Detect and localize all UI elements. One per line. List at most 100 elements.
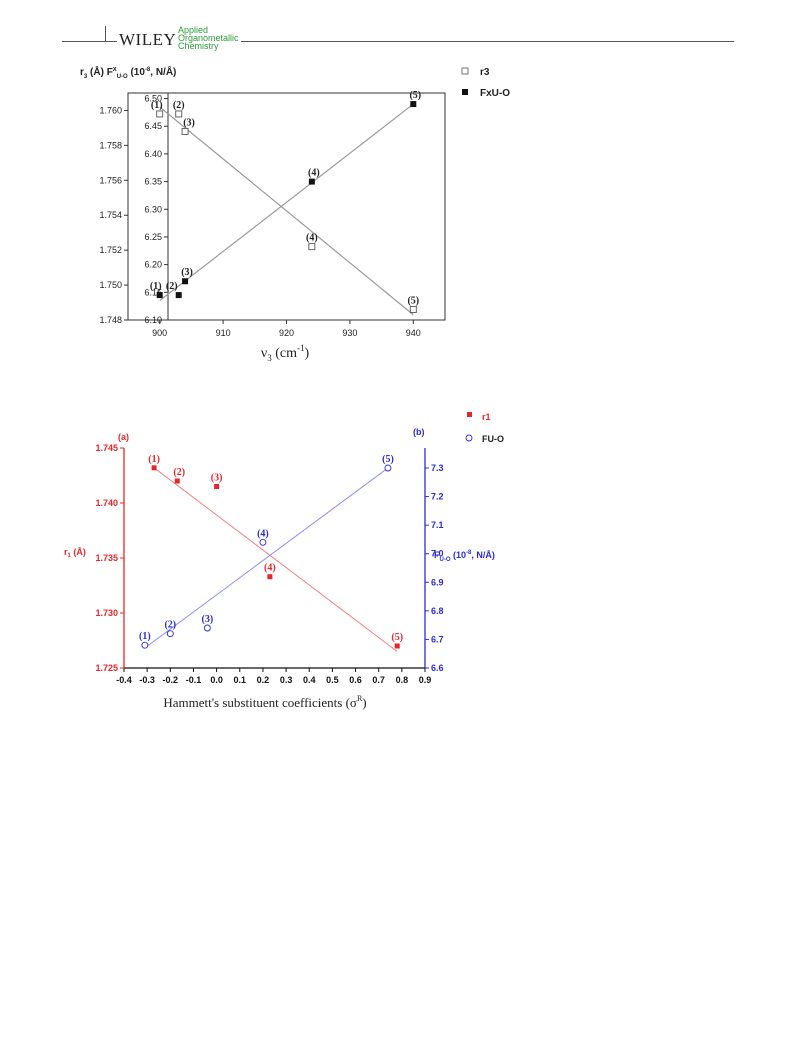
data-point-r3	[175, 110, 183, 118]
point-label: (1)	[139, 631, 151, 642]
point-label: (5)	[382, 454, 394, 465]
journal-line: Organometallic	[178, 33, 239, 43]
data-point-fuo	[203, 624, 211, 632]
fit-line	[153, 467, 398, 652]
x-tick-label: 930	[342, 328, 357, 338]
y-right-tick-label: 6.9	[431, 577, 444, 587]
top-chart: 900 910 920 930 940 1.748 1.750 1.752 1.754 1.756…	[80, 65, 510, 363]
y-right-tick-label: 6.6	[431, 663, 444, 673]
legend-label-fx: FxU-O	[480, 88, 510, 99]
x-tick-label: -0.1	[186, 675, 202, 685]
x-tick-label: 0.0	[210, 675, 223, 685]
y-left-tick-label: 1.758	[99, 140, 122, 150]
x-tick-label: -0.3	[139, 675, 155, 685]
point-label: (3)	[202, 614, 214, 625]
y-right-tick-label: 7.0	[431, 549, 444, 559]
data-point-fuo	[384, 464, 392, 472]
y-left-tick-label: 1.745	[95, 443, 118, 453]
panel-label-b: (b)	[413, 427, 425, 437]
point-label: (1)	[148, 454, 160, 465]
point-label: (1)	[150, 281, 162, 292]
y-right-tick-label: 6.15	[144, 287, 162, 297]
x-tick-label: 910	[216, 328, 231, 338]
x-tick-label: -0.2	[163, 675, 179, 685]
y-right-tick-label: 6.7	[431, 634, 444, 644]
y-left-tick-label: 1.725	[95, 663, 118, 673]
fit-line	[159, 106, 414, 316]
x-tick-label: 0.8	[396, 675, 409, 685]
point-label: (5)	[391, 632, 403, 643]
x-tick-label: 0.5	[326, 675, 339, 685]
legend-label-r1: r1	[482, 412, 491, 422]
y-right-tick-label: 6.20	[144, 260, 162, 270]
y-left-tick-label: 1.754	[99, 210, 122, 220]
y-right-tick-label: 6.50	[144, 94, 162, 104]
x-tick-label: 0.7	[372, 675, 385, 685]
y-right-tick-label: 7.2	[431, 492, 444, 502]
y-left-tick-label: 1.740	[95, 498, 118, 508]
point-label: (3)	[181, 267, 193, 278]
x-tick-label: 0.6	[349, 675, 362, 685]
data-point-fx	[410, 101, 417, 108]
point-label: (2)	[166, 281, 178, 292]
point-label: (5)	[407, 296, 419, 307]
bottom-chart: -0.4 -0.3 -0.2 -0.1 0.0 0.1 0.2 0.3 0.4 0.5 0.6 0.7…	[64, 412, 504, 710]
header-rule	[62, 41, 734, 42]
point-label: (2)	[173, 100, 185, 111]
legend-marker-r3	[461, 67, 469, 75]
journal-line: Applied	[178, 25, 209, 35]
point-label: (4)	[257, 528, 269, 539]
y-left-tick-label: 1.730	[95, 608, 118, 618]
legend-marker-fx	[462, 89, 468, 95]
fit-line	[159, 103, 414, 302]
x-tick-label: 0.9	[419, 675, 432, 685]
x-tick-label: -0.4	[116, 675, 132, 685]
data-point-fuo	[166, 630, 174, 638]
data-point-fuo	[141, 641, 149, 649]
data-point-r1	[174, 478, 180, 484]
top-y-axis-titles: r3 (Å) FxU-O (10-8, N/Å)	[80, 65, 176, 80]
data-point-r1	[267, 574, 273, 580]
data-point-fx	[175, 292, 182, 299]
fit-line	[144, 467, 389, 649]
data-point-r1	[151, 465, 157, 471]
data-point-r1	[214, 484, 220, 489]
point-label: (4)	[306, 233, 318, 244]
bottom-left-y-title: r1 (Å)	[64, 547, 86, 559]
point-label: (2)	[173, 467, 185, 478]
y-right-tick-label: 6.8	[431, 606, 444, 616]
legend-marker-fuo	[465, 434, 473, 442]
data-point-r1	[394, 643, 400, 649]
journal-header: WILEY Applied Organometallic Chemistry	[0, 0, 793, 60]
publisher-logo: WILEY	[117, 30, 179, 50]
point-label: (5)	[409, 90, 421, 101]
x-tick-label: 0.1	[234, 675, 247, 685]
legend-label-fuo: FU-O	[482, 434, 504, 444]
point-label: (4)	[308, 168, 320, 179]
data-point-r3	[181, 127, 189, 135]
y-left-tick-label: 1.752	[99, 245, 122, 255]
top-x-axis-title: ν3 (cm-1)	[261, 343, 310, 363]
data-point-r3	[156, 110, 164, 118]
y-left-tick-label: 1.756	[99, 175, 122, 185]
x-tick-label: 0.3	[280, 675, 293, 685]
data-point-fx	[308, 178, 315, 185]
panel-label-a: (a)	[118, 432, 129, 442]
x-tick-label: 900	[152, 328, 167, 338]
y-right-tick-label: 6.30	[144, 204, 162, 214]
point-label: (2)	[164, 620, 176, 631]
legend-marker-r1	[467, 412, 472, 417]
y-right-tick-label: 6.40	[144, 149, 162, 159]
y-left-tick-label: 1.735	[95, 553, 118, 563]
legend-label-r3: r3	[480, 67, 490, 78]
x-tick-label: 0.2	[257, 675, 270, 685]
y-right-tick-label: 6.25	[144, 232, 162, 242]
data-point-fuo	[259, 538, 267, 546]
y-right-tick-label: 7.3	[431, 463, 444, 473]
y-right-tick-label: 7.1	[431, 520, 444, 530]
y-right-tick-label: 6.45	[144, 121, 162, 131]
y-left-tick-label: 1.760	[99, 105, 122, 115]
x-tick-label: 940	[406, 328, 421, 338]
journal-name: Applied Organometallic Chemistry	[178, 25, 241, 51]
